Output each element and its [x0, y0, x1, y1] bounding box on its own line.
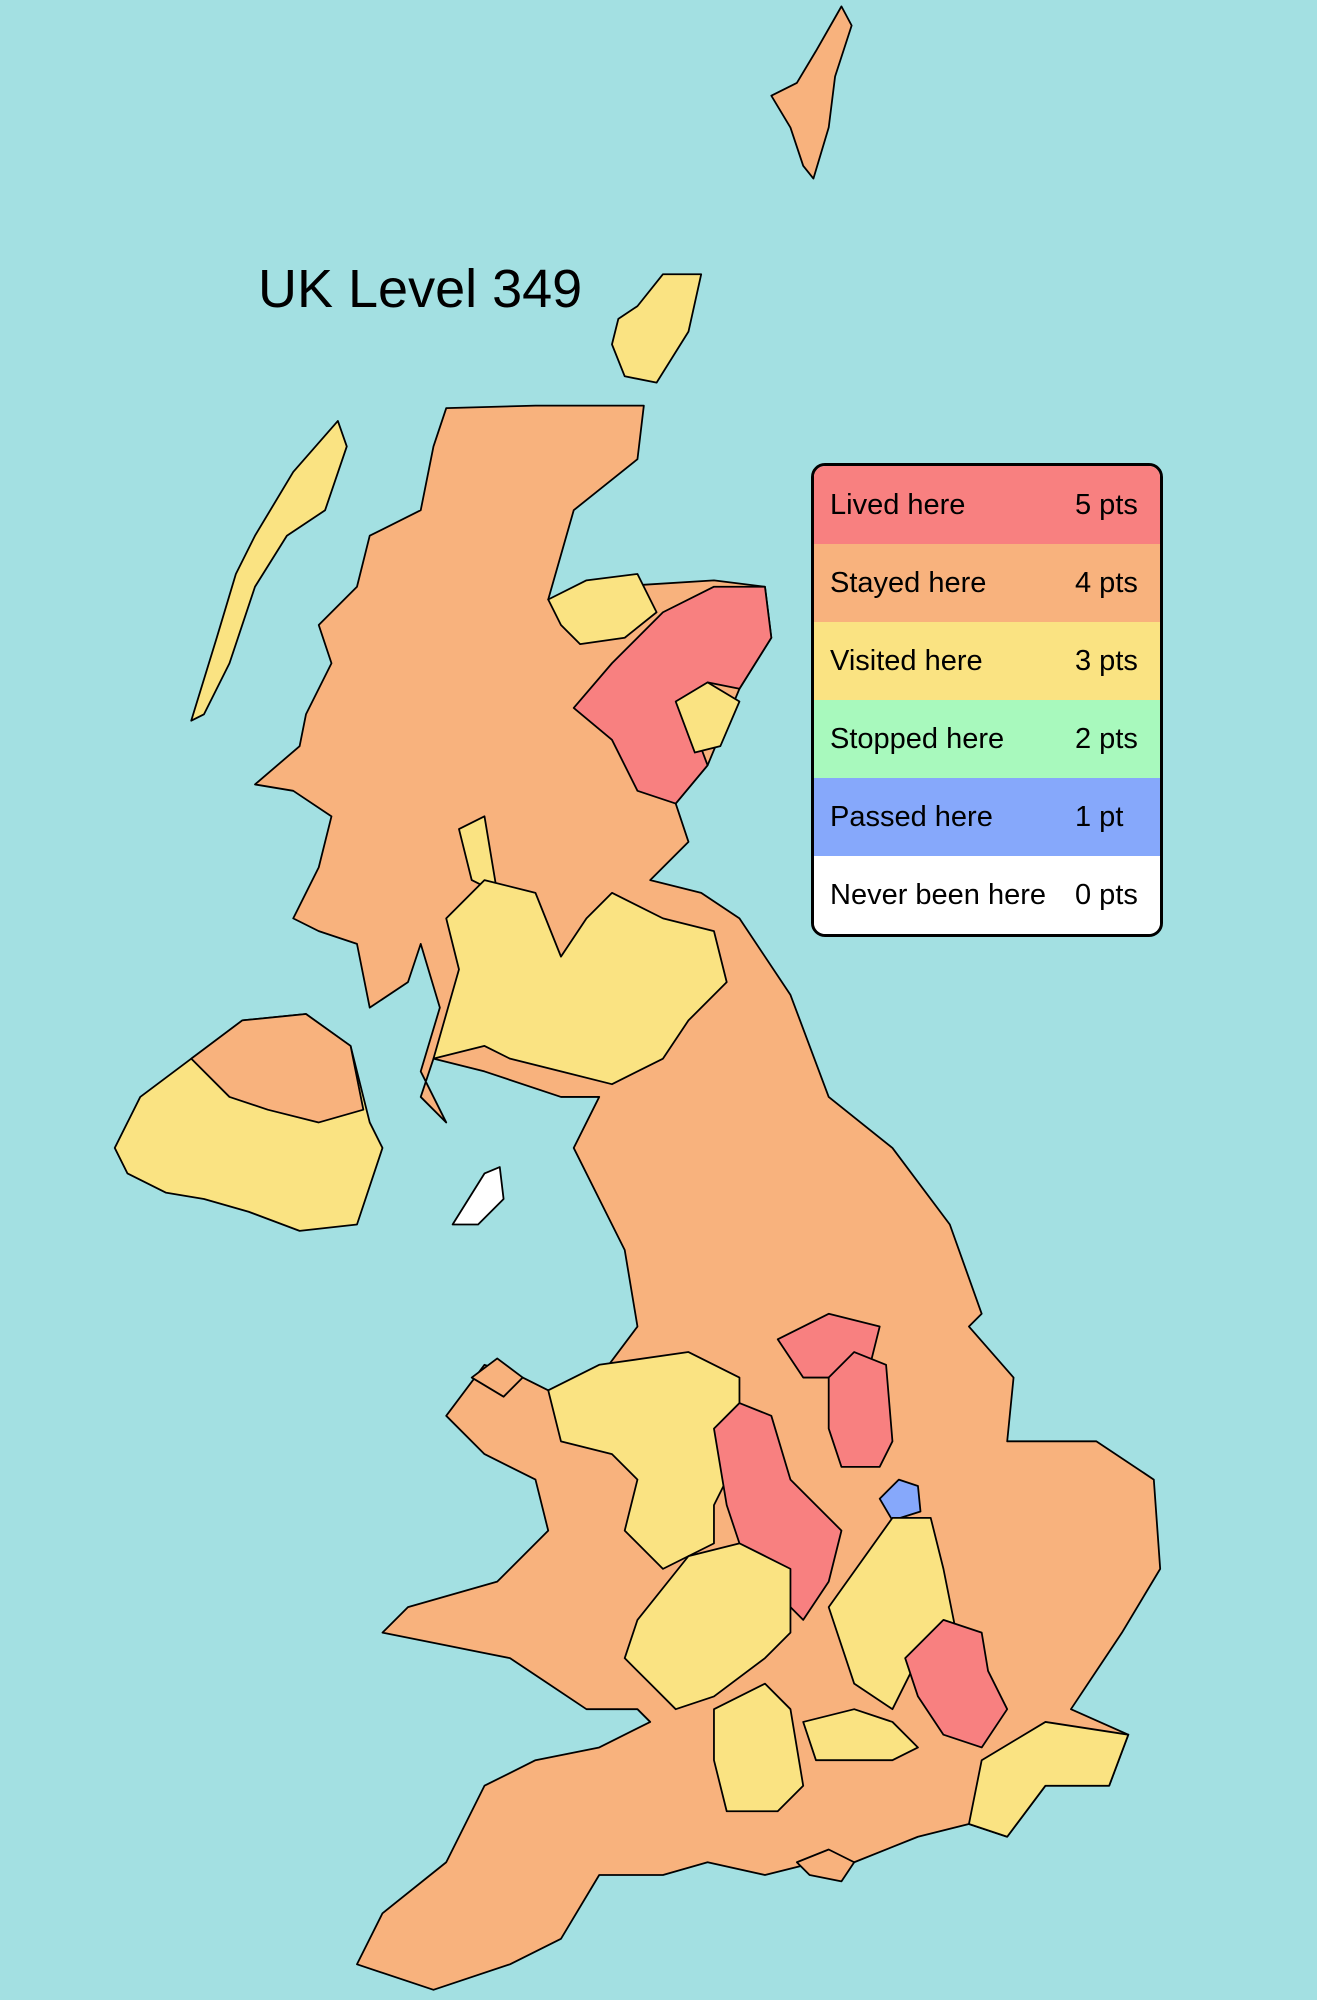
legend-row-passed: Passed here 1 pt [814, 778, 1160, 856]
region-passed[interactable] [878, 1478, 922, 1522]
legend-points: 4 pts [1075, 566, 1138, 599]
legend-points: 5 pts [1075, 488, 1138, 521]
region-aberdeenshire[interactable] [572, 585, 773, 805]
legend-label: Stayed here [830, 566, 987, 599]
regions [113, 5, 1162, 1991]
page-title: UK Level 349 [258, 259, 583, 319]
legend-row-stopped: Stopped here 2 pts [814, 700, 1160, 778]
legend-row-visited: Visited here 3 pts [814, 622, 1160, 700]
legend-row-stayed: Stayed here 4 pts [814, 544, 1160, 622]
region-aberdeen[interactable] [674, 681, 741, 754]
legend-row-never: Never been here 0 pts [814, 856, 1160, 934]
region-anglesey[interactable] [470, 1357, 524, 1398]
region-northern-ireland-north[interactable] [190, 1013, 365, 1124]
region-moray[interactable] [547, 573, 658, 646]
region-shetland[interactable] [770, 5, 853, 180]
region-nottinghamshire[interactable] [827, 1351, 894, 1468]
region-hampshire[interactable] [713, 1682, 805, 1813]
region-gloucestershire[interactable] [623, 1542, 792, 1711]
region-southern-scotland[interactable] [432, 879, 728, 1086]
legend-points: 1 pt [1075, 800, 1124, 833]
region-isle-of-man[interactable] [451, 1166, 505, 1226]
legend-points: 3 pts [1075, 644, 1138, 677]
legend-label: Lived here [830, 488, 966, 521]
legend-label: Passed here [830, 800, 993, 833]
region-kent[interactable] [968, 1721, 1130, 1838]
legend-row-lived: Lived here 5 pts [814, 466, 1160, 544]
legend-points: 2 pts [1075, 722, 1138, 755]
region-west-midlands-west[interactable] [547, 1351, 741, 1570]
region-isle-of-wight[interactable] [795, 1848, 856, 1883]
legend-label: Visited here [830, 644, 983, 677]
legend-points: 0 pts [1075, 878, 1138, 911]
region-orkney[interactable] [611, 273, 703, 384]
legend-label: Stopped here [830, 722, 1005, 755]
region-berkshire[interactable] [802, 1708, 919, 1762]
region-london-surrey[interactable] [904, 1619, 1009, 1749]
legend-label: Never been here [830, 878, 1047, 911]
legend: Lived here 5 pts Stayed here 4 pts Visited… [811, 463, 1163, 937]
region-outer-hebrides[interactable] [190, 420, 348, 722]
